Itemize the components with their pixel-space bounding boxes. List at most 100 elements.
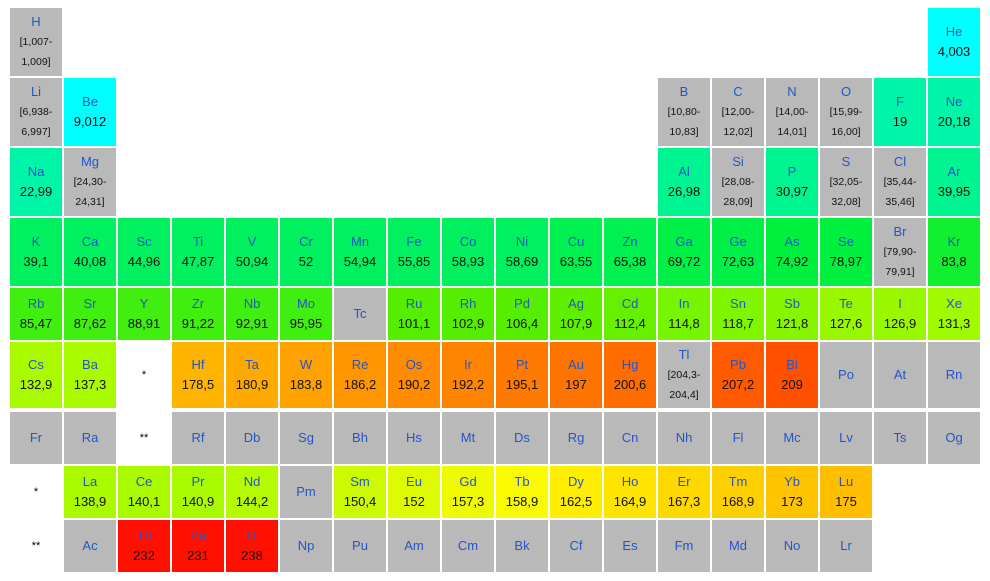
- atomic-weight: 52: [298, 254, 314, 269]
- element-cell: W 183,8: [280, 342, 332, 408]
- atomic-weight: 54,94: [343, 254, 377, 269]
- element-cell: Fe 55,85: [388, 218, 440, 286]
- atomic-weight: [32,05-32,08]: [829, 176, 863, 208]
- element-symbol: Xe: [946, 296, 962, 311]
- element-symbol: Bh: [352, 430, 368, 445]
- element-cell: S [32,05-32,08]: [820, 148, 872, 216]
- element-symbol: Fl: [732, 430, 744, 445]
- element-cell: Os 190,2: [388, 342, 440, 408]
- element-cell: Db: [226, 412, 278, 464]
- element-symbol: Tb: [514, 474, 530, 489]
- atomic-weight: 178,5: [181, 377, 215, 392]
- element-symbol: Be: [82, 94, 98, 109]
- element-symbol: Ga: [675, 234, 693, 249]
- element-cell: Sg: [280, 412, 332, 464]
- atomic-weight: [1,007-1,009]: [19, 36, 53, 68]
- element-cell: Ac: [64, 520, 116, 572]
- element-cell: Ds: [496, 412, 548, 464]
- atomic-weight: [14,00-14,01]: [775, 106, 809, 138]
- element-symbol: Np: [297, 538, 315, 553]
- element-symbol: Cf: [569, 538, 583, 553]
- element-symbol: Cl: [893, 154, 907, 169]
- element-symbol: Sr: [83, 296, 97, 311]
- element-cell: Ti 47,87: [172, 218, 224, 286]
- element-cell: As 74,92: [766, 218, 818, 286]
- atomic-weight: 39,95: [937, 184, 971, 199]
- element-symbol: Nd: [243, 474, 261, 489]
- atomic-weight: [35,44-35,46]: [883, 176, 917, 208]
- element-symbol: Cs: [28, 357, 44, 372]
- element-cell: Cs 132,9: [10, 342, 62, 408]
- atomic-weight: 167,3: [667, 494, 701, 509]
- atomic-weight: 137,3: [73, 377, 107, 392]
- element-symbol: Mc: [783, 430, 801, 445]
- element-cell: Np: [280, 520, 332, 572]
- element-symbol: Ir: [464, 357, 472, 372]
- element-symbol: Sn: [730, 296, 746, 311]
- element-symbol: Re: [351, 357, 369, 372]
- atomic-weight: 131,3: [937, 316, 971, 331]
- element-symbol: Ge: [729, 234, 747, 249]
- atomic-weight: 118,7: [722, 316, 754, 331]
- atomic-weight: 95,95: [289, 316, 323, 331]
- atomic-weight: 232: [133, 548, 155, 563]
- element-cell: B [10,80-10,83]: [658, 78, 710, 146]
- element-symbol: Fe: [406, 234, 422, 249]
- element-cell: Te 127,6: [820, 288, 872, 340]
- element-symbol: Ne: [945, 94, 963, 109]
- element-symbol: Rf: [191, 430, 205, 445]
- atomic-weight: 72,63: [721, 254, 755, 269]
- element-cell: Dy 162,5: [550, 466, 602, 518]
- element-cell: Bk: [496, 520, 548, 572]
- atomic-weight: [15,99-16,00]: [829, 106, 863, 138]
- element-cell: Cl [35,44-35,46]: [874, 148, 926, 216]
- element-symbol: Os: [405, 357, 423, 372]
- element-symbol: **: [31, 540, 41, 552]
- element-cell: Sm 150,4: [334, 466, 386, 518]
- element-cell: Ag 107,9: [550, 288, 602, 340]
- element-cell: Mg [24,30-24,31]: [64, 148, 116, 216]
- element-symbol: Fr: [29, 430, 43, 445]
- element-cell: Ba 137,3: [64, 342, 116, 408]
- element-cell: Mo 95,95: [280, 288, 332, 340]
- atomic-weight: [24,30-24,31]: [73, 176, 107, 208]
- element-symbol: Br: [893, 224, 907, 239]
- element-symbol: Rb: [27, 296, 45, 311]
- element-cell: Pa 231: [172, 520, 224, 572]
- element-cell: Ho 164,9: [604, 466, 656, 518]
- element-cell: Og: [928, 412, 980, 464]
- element-cell: Ar 39,95: [928, 148, 980, 216]
- atomic-weight: 138,9: [73, 494, 107, 509]
- element-symbol: Bi: [786, 357, 798, 372]
- atomic-weight: 88,91: [127, 316, 161, 331]
- atomic-weight: [6,938-6,997]: [19, 106, 53, 138]
- element-cell: Sn 118,7: [712, 288, 764, 340]
- element-symbol: Li: [30, 84, 42, 99]
- element-symbol: Sm: [350, 474, 370, 489]
- atomic-weight: 209: [781, 377, 803, 392]
- element-symbol: Sb: [784, 296, 800, 311]
- element-cell: Mc: [766, 412, 818, 464]
- element-cell: Hf 178,5: [172, 342, 224, 408]
- element-cell: Bh: [334, 412, 386, 464]
- element-symbol: At: [893, 367, 907, 382]
- element-cell: La 138,9: [64, 466, 116, 518]
- element-symbol: Ta: [245, 357, 259, 372]
- element-symbol: Bk: [514, 538, 530, 553]
- element-cell: Mt: [442, 412, 494, 464]
- element-symbol: La: [82, 474, 98, 489]
- element-cell: Na 22,99: [10, 148, 62, 216]
- element-cell: Ra: [64, 412, 116, 464]
- element-symbol: V: [247, 234, 257, 249]
- atomic-weight: 58,69: [505, 254, 539, 269]
- atomic-weight: 87,62: [73, 316, 107, 331]
- element-symbol: Hf: [191, 357, 205, 372]
- element-cell: **: [10, 520, 62, 572]
- atomic-weight: [28,08-28,09]: [721, 176, 755, 208]
- element-cell: Am: [388, 520, 440, 572]
- atomic-weight: 140,9: [181, 494, 215, 509]
- element-cell: I 126,9: [874, 288, 926, 340]
- element-symbol: Au: [568, 357, 584, 372]
- atomic-weight: 126,9: [883, 316, 917, 331]
